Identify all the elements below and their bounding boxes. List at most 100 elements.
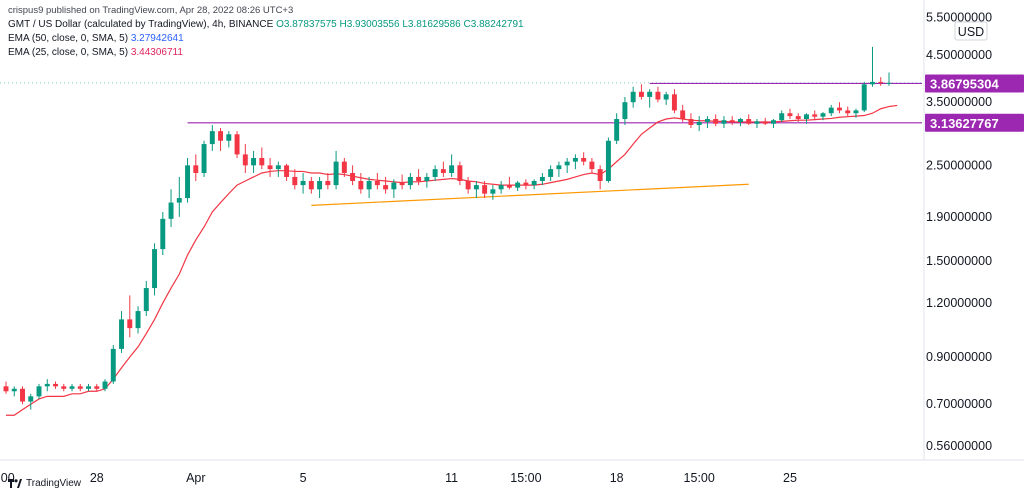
candle-body	[226, 134, 232, 141]
price-axis[interactable]: 5.50000000 4.50000000 3.50000000 2.50000000…	[926, 10, 992, 453]
candle-body	[383, 185, 389, 190]
candle-body	[374, 180, 380, 186]
candle-body	[44, 383, 50, 387]
candle-body	[572, 157, 578, 162]
candle-body	[61, 386, 67, 389]
candle-body	[424, 176, 430, 181]
candle-body	[820, 113, 826, 117]
trendline-group[interactable]	[311, 183, 749, 206]
candle-body	[267, 165, 273, 170]
candle-body	[193, 165, 199, 174]
tradingview-logo-icon	[8, 479, 22, 488]
candle-body	[795, 116, 801, 120]
candle-body	[688, 119, 694, 125]
candle-body	[399, 182, 405, 186]
ohlc-low: L3.81629586	[402, 19, 461, 30]
candle-body	[168, 202, 174, 219]
candle-body	[589, 161, 595, 170]
candle-body	[275, 165, 281, 170]
candle-body	[251, 157, 257, 166]
price-label-box	[925, 113, 1024, 132]
candle-body	[713, 119, 719, 124]
ema25-legend: EMA (25, close, 0, SMA, 5) 3.44306711	[8, 46, 524, 60]
currency-label: USD	[958, 25, 984, 39]
grid	[0, 0, 1024, 461]
ema25-line	[6, 104, 898, 416]
symbol-description: GMT / US Dollar (calculated by TradingVi…	[8, 19, 274, 30]
candle-body	[473, 185, 479, 190]
candle-body	[20, 388, 25, 402]
candle-body	[102, 381, 108, 389]
candle-body	[36, 386, 42, 397]
candle-body	[886, 82, 892, 84]
support-trendline[interactable]	[311, 183, 749, 206]
candle-body	[69, 386, 75, 389]
candle-body	[837, 107, 842, 111]
candle-body	[870, 81, 875, 85]
candle-body	[308, 180, 314, 190]
candle-body	[432, 169, 438, 177]
y-tick-label: 1.50000000	[926, 254, 992, 268]
candle-body	[828, 107, 834, 114]
candle-body	[581, 157, 587, 162]
candle-body	[259, 157, 265, 166]
candle-body	[605, 140, 611, 181]
horizontal-levels[interactable]	[0, 82, 922, 124]
ohlc-open: O3.87837575	[276, 19, 337, 30]
candle-body	[449, 165, 455, 174]
x-tick-label: 5	[300, 471, 307, 485]
candle-body	[655, 91, 661, 100]
candle-body	[160, 218, 166, 250]
candle-body	[317, 180, 323, 190]
candle-body	[28, 396, 34, 402]
candle-body	[680, 110, 686, 120]
currency-badge[interactable]	[954, 21, 988, 41]
candle-body	[853, 110, 859, 114]
publisher-info: crispus9 published on TradingView.com, A…	[8, 5, 294, 16]
candle-body	[671, 94, 677, 111]
candle-body	[803, 114, 809, 120]
currency-badge-group[interactable]: USD	[954, 21, 988, 41]
candle-body	[861, 84, 867, 111]
price-label-text: 3.13627767	[930, 116, 999, 131]
candle-body	[218, 131, 224, 141]
candle-body	[11, 388, 17, 392]
candle-body	[185, 165, 191, 199]
candle-body	[482, 185, 488, 194]
footer-brand: TradingView	[26, 478, 82, 489]
ohlc-high: H3.93003556	[339, 19, 400, 30]
candle-body	[135, 311, 141, 329]
candle-body	[614, 119, 620, 141]
candle-body	[407, 176, 413, 186]
candle-body	[845, 110, 851, 114]
candle-body	[119, 319, 125, 349]
candle-body	[622, 102, 628, 120]
candle-body	[209, 131, 215, 145]
candle-body	[770, 120, 776, 124]
candle-body	[358, 180, 364, 190]
candle-body	[663, 94, 669, 100]
candle-body	[94, 386, 100, 389]
candle-body	[234, 134, 240, 155]
candle-body	[737, 119, 743, 122]
footer: TradingView	[8, 478, 81, 489]
candle-body	[242, 154, 248, 166]
candle-body	[53, 383, 58, 387]
candle-body	[762, 121, 768, 124]
candle-body	[878, 81, 884, 83]
y-tick-label: 0.56000000	[926, 439, 992, 453]
candle-body	[366, 180, 372, 190]
x-tick-label: 15:00	[510, 471, 541, 485]
ema25-label: EMA (25, close, 0, SMA, 5)	[8, 47, 129, 58]
candles	[3, 46, 892, 410]
symbol-ohlc-row: GMT / US Dollar (calculated by TradingVi…	[8, 18, 524, 32]
chart-header: crispus9 published on TradingView.com, A…	[8, 4, 524, 60]
candle-body	[292, 176, 298, 186]
candle-body	[506, 185, 512, 188]
price-label-box	[925, 74, 1024, 93]
candle-body	[812, 114, 818, 117]
candle-body	[721, 120, 727, 124]
candle-body	[110, 348, 116, 382]
